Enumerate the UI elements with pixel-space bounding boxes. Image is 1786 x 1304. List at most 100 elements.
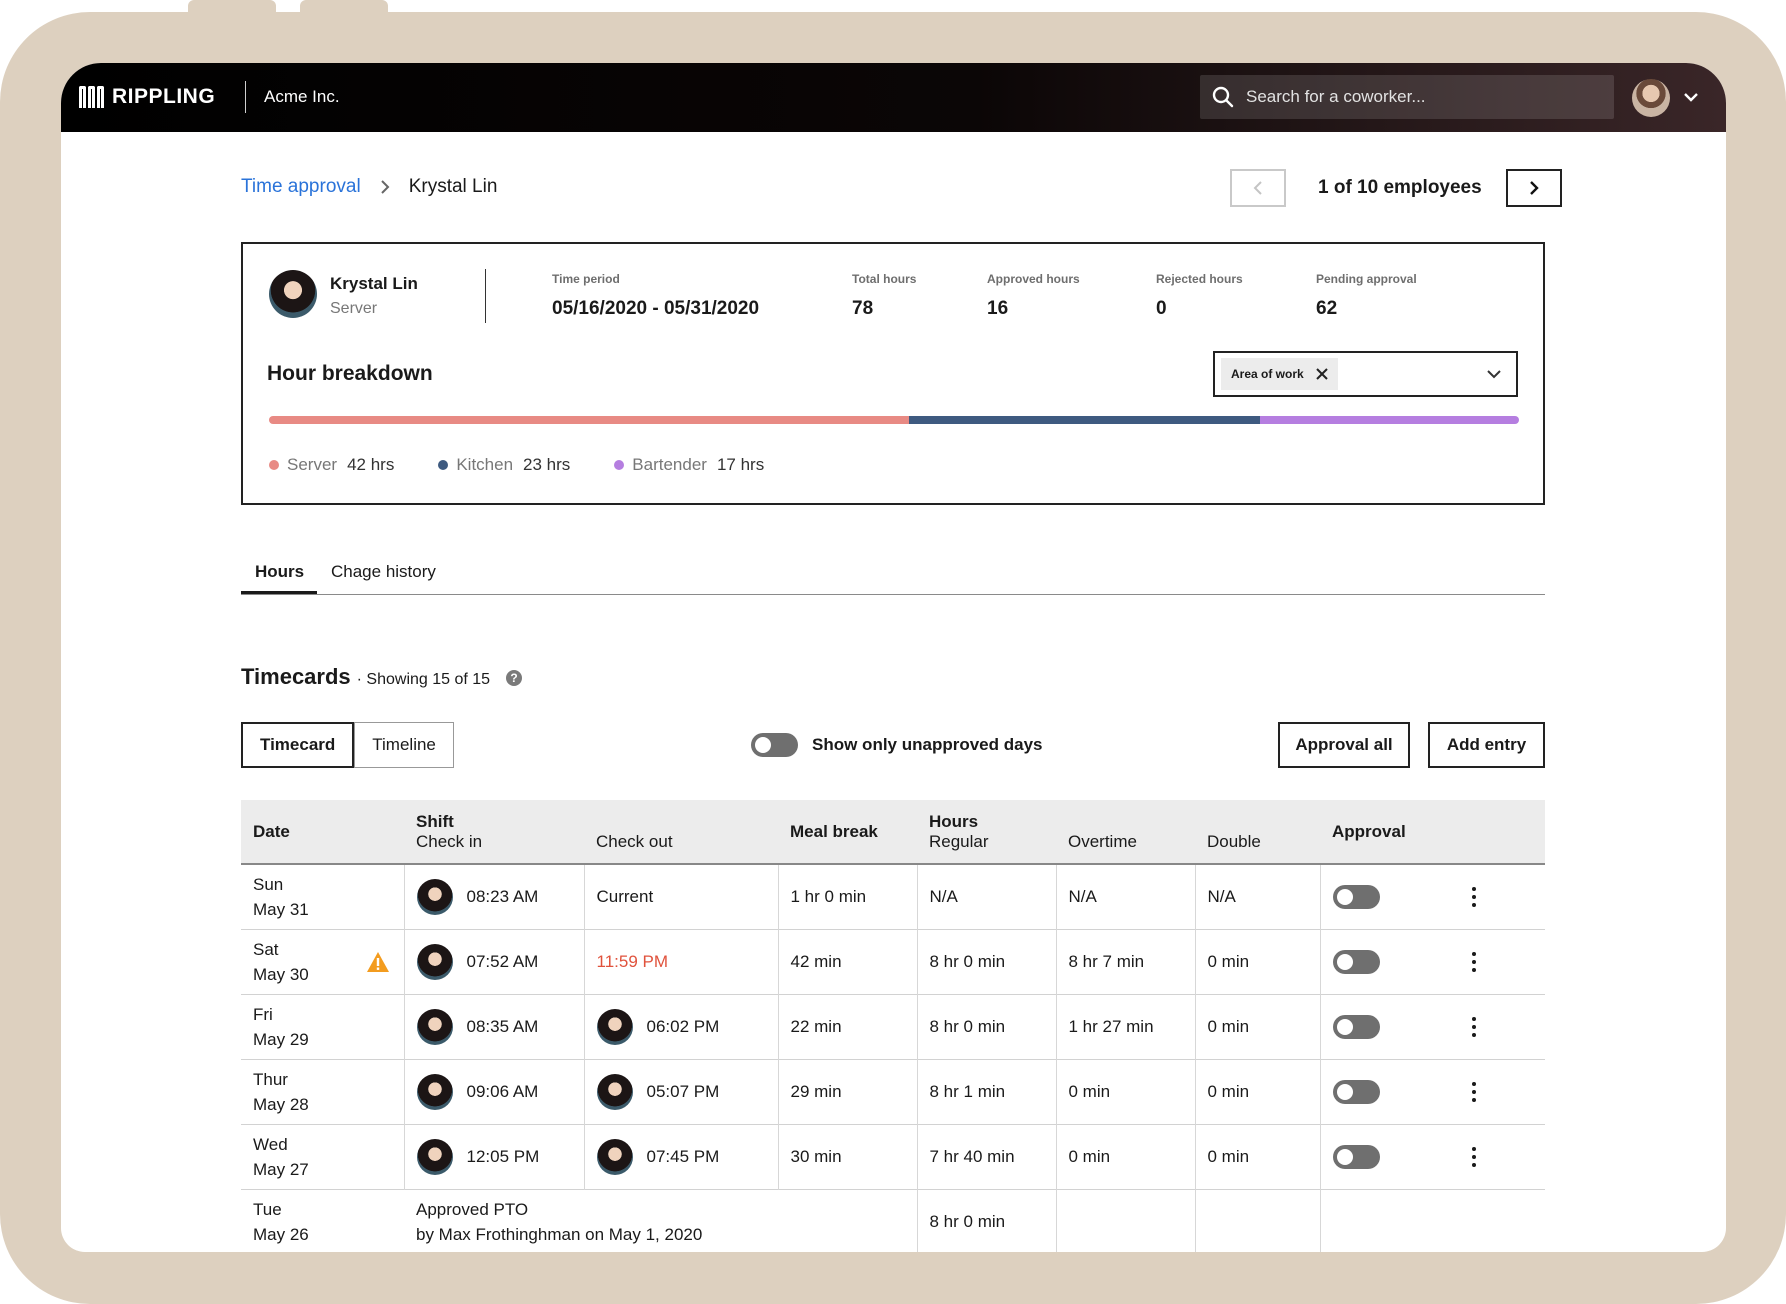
employee-photo <box>416 943 453 980</box>
approval-toggle[interactable] <box>1332 1014 1380 1039</box>
legend-dot <box>269 460 279 470</box>
employee-photo <box>596 1138 633 1175</box>
actions-cell <box>1460 994 1545 1059</box>
timecards-heading: Timecards · Showing 15 of 15 ? <box>241 664 523 690</box>
check-out-time-error: 11:59 PM <box>596 951 669 971</box>
active-tab-indicator <box>241 591 317 594</box>
date-cell: Sun May 31 <box>241 864 405 929</box>
chevron-down-icon <box>1487 370 1501 379</box>
check-out-cell[interactable]: 11:59 PM <box>584 929 779 994</box>
tab-change-history[interactable]: Chage history <box>331 562 436 581</box>
check-in-cell[interactable]: 07:52 AM <box>404 929 585 994</box>
pager-text: 1 of 10 employees <box>1318 177 1482 198</box>
meal-break-cell: 22 min <box>778 994 918 1059</box>
approval-toggle[interactable] <box>1332 1144 1380 1169</box>
user-avatar[interactable] <box>1632 79 1670 117</box>
stat-value: 0 <box>1156 298 1167 319</box>
col-overtime: Overtime <box>1056 800 1195 864</box>
overtime-cell: N/A <box>1056 864 1196 929</box>
double-cell: 0 min <box>1195 1059 1321 1124</box>
prev-employee-button[interactable] <box>1230 169 1286 207</box>
col-double: Double <box>1195 800 1320 864</box>
search-box[interactable] <box>1200 75 1614 119</box>
overtime-cell: 1 hr 27 min <box>1056 994 1196 1059</box>
check-in-time: 08:35 AM <box>466 1016 539 1036</box>
breadcrumb-current: Krystal Lin <box>408 176 498 197</box>
breadcrumb: Time approval Krystal Lin <box>241 176 497 198</box>
employee-name: Krystal Lin <box>330 274 418 293</box>
approval-toggle[interactable] <box>1332 949 1380 974</box>
next-employee-button[interactable] <box>1505 169 1562 207</box>
tab-bar: Hours Chage history <box>241 548 1545 595</box>
overtime-cell: 0 min <box>1056 1059 1196 1124</box>
header-check-out: Check out <box>596 831 673 851</box>
bar-segment-kitchen <box>909 416 1260 424</box>
more-options-icon[interactable] <box>1472 1081 1476 1102</box>
stat-time-period: Time period 05/16/2020 - 05/31/2020 <box>552 272 759 320</box>
check-in-cell[interactable]: 12:05 PM <box>404 1124 585 1189</box>
breadcrumb-link-time-approval[interactable]: Time approval <box>241 176 361 197</box>
legend-label: Kitchen <box>456 455 514 474</box>
check-out-cell[interactable]: 05:07 PM <box>584 1059 779 1124</box>
brand-name: RIPPLING <box>112 85 216 108</box>
approval-cell <box>1320 1124 1460 1189</box>
actions-cell <box>1460 929 1545 994</box>
table-row: Wed May 27 12:05 PM 07:45 PM 30 min 7 hr … <box>241 1124 1545 1189</box>
approval-toggle[interactable] <box>1332 884 1380 909</box>
check-out-cell[interactable]: 07:45 PM <box>584 1124 779 1189</box>
legend-dot <box>438 460 449 470</box>
legend-label: Server <box>287 455 338 474</box>
chevron-down-icon[interactable] <box>1683 89 1699 105</box>
timecard-view-button[interactable]: Timecard <box>241 722 355 768</box>
company-name[interactable]: Acme Inc. <box>264 87 340 106</box>
stat-value: 16 <box>987 298 1009 319</box>
table-row: Fri May 29 08:35 AM 06:02 PM 22 min 8 hr … <box>241 994 1545 1059</box>
chevron-left-icon <box>1253 181 1262 195</box>
row-day: Thur <box>253 1069 288 1089</box>
check-out-cell[interactable]: Current <box>584 864 779 929</box>
warning-icon[interactable] <box>366 951 390 973</box>
check-in-cell[interactable]: 08:35 AM <box>404 994 585 1059</box>
stat-label: Rejected hours <box>1156 272 1243 286</box>
check-out-time: 07:45 PM <box>646 1146 720 1166</box>
row-day: Fri <box>253 1004 273 1024</box>
unapproved-filter: Show only unapproved days <box>751 733 1042 757</box>
check-in-time: 07:52 AM <box>466 951 539 971</box>
add-entry-button[interactable]: Add entry <box>1428 722 1545 768</box>
nav-divider <box>245 81 246 113</box>
row-date: May 27 <box>253 1159 309 1179</box>
stat-rejected-hours: Rejected hours 0 <box>1156 272 1243 320</box>
double-cell: 0 min <box>1195 994 1321 1059</box>
col-date: Date <box>241 800 404 864</box>
more-options-icon[interactable] <box>1472 951 1476 972</box>
card-divider <box>485 269 486 323</box>
bar-segment-server <box>269 416 910 424</box>
approve-all-button[interactable]: Approval all <box>1278 722 1410 768</box>
help-icon[interactable]: ? <box>506 670 523 686</box>
col-approval: Approval <box>1320 800 1460 864</box>
check-in-cell[interactable]: 09:06 AM <box>404 1059 585 1124</box>
main-content: Time approval Krystal Lin 1 of 10 employ… <box>61 132 1726 1252</box>
more-options-icon[interactable] <box>1472 1146 1476 1167</box>
timeline-view-button[interactable]: Timeline <box>354 722 454 768</box>
more-options-icon[interactable] <box>1472 1016 1476 1037</box>
check-out-time: 05:07 PM <box>646 1081 720 1101</box>
employee-photo <box>416 1073 453 1110</box>
check-out-cell[interactable]: 06:02 PM <box>584 994 779 1059</box>
close-icon[interactable] <box>1315 368 1328 380</box>
stat-label: Total hours <box>852 272 917 286</box>
table-row: Sat May 30 07:52 AM 11:59 PM 42 min 8 hr … <box>241 929 1545 994</box>
check-in-cell[interactable]: 08:23 AM <box>404 864 585 929</box>
approval-toggle[interactable] <box>1332 1079 1380 1104</box>
tab-hours[interactable]: Hours <box>255 562 305 581</box>
search-input[interactable] <box>1246 87 1606 107</box>
legend-hours: 23 hrs <box>523 455 571 474</box>
header-check-in: Check in <box>416 831 483 851</box>
area-of-work-dropdown[interactable]: Area of work <box>1213 351 1518 397</box>
unapproved-toggle-label: Show only unapproved days <box>812 735 1043 754</box>
rippling-logo[interactable]: RIPPLING <box>79 85 215 109</box>
unapproved-toggle[interactable] <box>751 733 798 757</box>
employee-photo <box>416 1008 453 1045</box>
table-row: Sun May 31 08:23 AM Current 1 hr 0 min N/… <box>241 864 1545 929</box>
more-options-icon[interactable] <box>1472 886 1476 907</box>
